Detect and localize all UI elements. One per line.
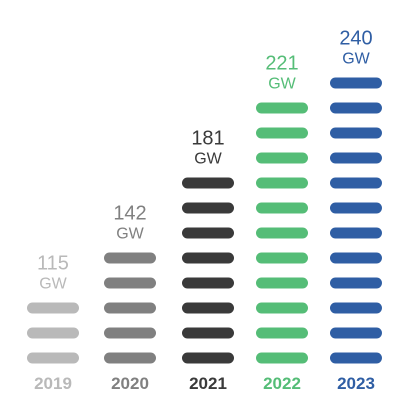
bar-segment-2022-8 [256, 177, 308, 189]
category-label-2022: 2022 [263, 374, 301, 393]
bar-segment-2022-9 [256, 152, 308, 164]
value-label-2021: 181 [191, 128, 224, 150]
bar-segment-2022-5 [256, 252, 308, 264]
bar-segment-2021-6 [182, 227, 234, 239]
bar-segment-2022-6 [256, 227, 308, 239]
bar-segment-2019-3 [27, 302, 79, 314]
value-label-2020: 142 [113, 203, 146, 225]
category-label-2020: 2020 [111, 374, 149, 393]
category-label-2023: 2023 [337, 374, 375, 393]
bar-segment-2023-7 [330, 202, 382, 214]
unit-label-2021: GW [194, 151, 222, 168]
bar-segment-2023-4 [330, 277, 382, 289]
bar-segment-2022-10 [256, 127, 308, 139]
unit-label-2023: GW [342, 51, 370, 68]
bar-segment-2019-1 [27, 352, 79, 364]
bar-segment-2021-4 [182, 277, 234, 289]
bar-segment-2020-4 [104, 277, 156, 289]
bar-segment-2022-2 [256, 327, 308, 339]
bar-segment-2023-2 [330, 327, 382, 339]
bar-segment-2023-12 [330, 77, 382, 89]
bar-segment-2023-8 [330, 177, 382, 189]
bar-segment-2023-10 [330, 127, 382, 139]
bar-segment-2023-3 [330, 302, 382, 314]
bar-segment-2020-5 [104, 252, 156, 264]
bar-segment-2023-9 [330, 152, 382, 164]
bar-segment-2020-1 [104, 352, 156, 364]
bar-segment-2022-1 [256, 352, 308, 364]
bar-segment-2020-2 [104, 327, 156, 339]
bar-segment-2023-6 [330, 227, 382, 239]
bar-segment-2021-7 [182, 202, 234, 214]
bar-segment-2022-3 [256, 302, 308, 314]
bar-segment-2023-1 [330, 352, 382, 364]
bar-segment-2022-4 [256, 277, 308, 289]
bar-segment-2019-2 [27, 327, 79, 339]
bar-segment-2020-3 [104, 302, 156, 314]
bar-segment-2021-8 [182, 177, 234, 189]
bar-segment-2023-5 [330, 252, 382, 264]
bar-segment-2021-5 [182, 252, 234, 264]
bar-segment-2021-2 [182, 327, 234, 339]
value-label-2023: 240 [339, 28, 372, 50]
unit-label-2022: GW [268, 76, 296, 93]
bar-segment-2022-7 [256, 202, 308, 214]
unit-label-2020: GW [116, 226, 144, 243]
value-label-2022: 221 [265, 53, 298, 75]
bar-segment-2021-3 [182, 302, 234, 314]
value-label-2019: 115 [37, 253, 69, 275]
category-label-2019: 2019 [34, 374, 72, 393]
bar-segment-2021-1 [182, 352, 234, 364]
category-label-2021: 2021 [189, 374, 227, 393]
unit-label-2019: GW [39, 276, 67, 293]
bar-segment-2022-11 [256, 102, 308, 114]
bar-segment-2023-11 [330, 102, 382, 114]
